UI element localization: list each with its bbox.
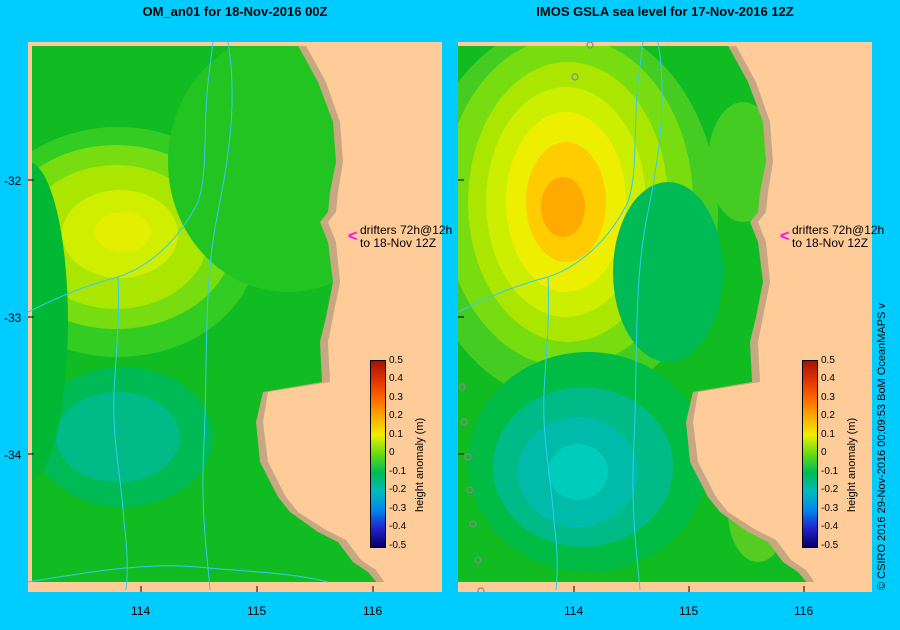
cb-left-label: 0.4 <box>389 373 403 384</box>
cb-left-label: -0.4 <box>389 521 407 532</box>
drifter-arrow-left: < <box>348 228 358 245</box>
cb-left-label: 0.5 <box>389 355 403 366</box>
left-map-panel[interactable] <box>28 42 442 592</box>
cb-right-label: -0.3 <box>821 503 839 514</box>
cb-right-label: 0.1 <box>821 429 835 440</box>
lon-label-115-right: 115 <box>679 604 699 618</box>
right-panel-title: IMOS GSLA sea level for 17-Nov-2016 12Z <box>536 4 794 19</box>
drifter-note-line2: to 18-Nov 12Z <box>360 236 437 250</box>
left-panel-title: OM_an01 for 18-Nov-2016 00Z <box>142 4 328 19</box>
colorbar-left <box>370 360 386 548</box>
cb-left-label: 0.2 <box>389 410 403 421</box>
colorbar-right <box>802 360 818 548</box>
cb-right-label: -0.2 <box>821 484 839 495</box>
lon-label-116-right: 116 <box>794 604 814 618</box>
cb-right-label: 0 <box>821 447 827 458</box>
cb-right-label: -0.4 <box>821 521 839 532</box>
drifter-note-right: drifters 72h@12h to 18-Nov 12Z <box>792 224 884 250</box>
lat-label-32: -32 <box>4 174 22 188</box>
drifter-arrow-right: < <box>780 228 790 245</box>
cb-left-label: -0.2 <box>389 484 407 495</box>
lon-label-114-left: 114 <box>131 604 151 618</box>
lon-label-115-left: 115 <box>247 604 267 618</box>
drifter-note-line1: drifters 72h@12h <box>360 223 453 237</box>
drifter-note-line2: to 18-Nov 12Z <box>792 236 869 250</box>
cb-left-label: 0.3 <box>389 392 403 403</box>
cb-left-label: 0.1 <box>389 429 403 440</box>
lon-label-116-left: 116 <box>363 604 383 618</box>
drifter-note-line1: drifters 72h@12h <box>792 223 885 237</box>
cb-right-label: -0.1 <box>821 466 839 477</box>
left-map <box>28 42 442 592</box>
cb-left-label: -0.1 <box>389 466 407 477</box>
cb-left-label: 0 <box>389 447 395 458</box>
lat-label-33: -33 <box>4 311 22 325</box>
drifter-note-left: drifters 72h@12h to 18-Nov 12Z <box>360 224 452 250</box>
lat-label-34: -34 <box>4 448 22 462</box>
cb-right-label: 0.2 <box>821 410 835 421</box>
credit-text: © CSIRO 2016 29-Nov-2016 00:09:53 BoM Oc… <box>876 303 888 590</box>
cb-left-label: -0.5 <box>389 540 407 551</box>
colorbar-left-title: height anomaly (m) <box>414 417 426 512</box>
cb-right-label: -0.5 <box>821 540 839 551</box>
cb-right-label: 0.5 <box>821 355 835 366</box>
cb-right-label: 0.3 <box>821 392 835 403</box>
lon-label-114-right: 114 <box>564 604 584 618</box>
colorbar-right-title: height anomaly (m) <box>846 417 858 512</box>
cb-left-label: -0.3 <box>389 503 407 514</box>
cb-right-label: 0.4 <box>821 373 835 384</box>
